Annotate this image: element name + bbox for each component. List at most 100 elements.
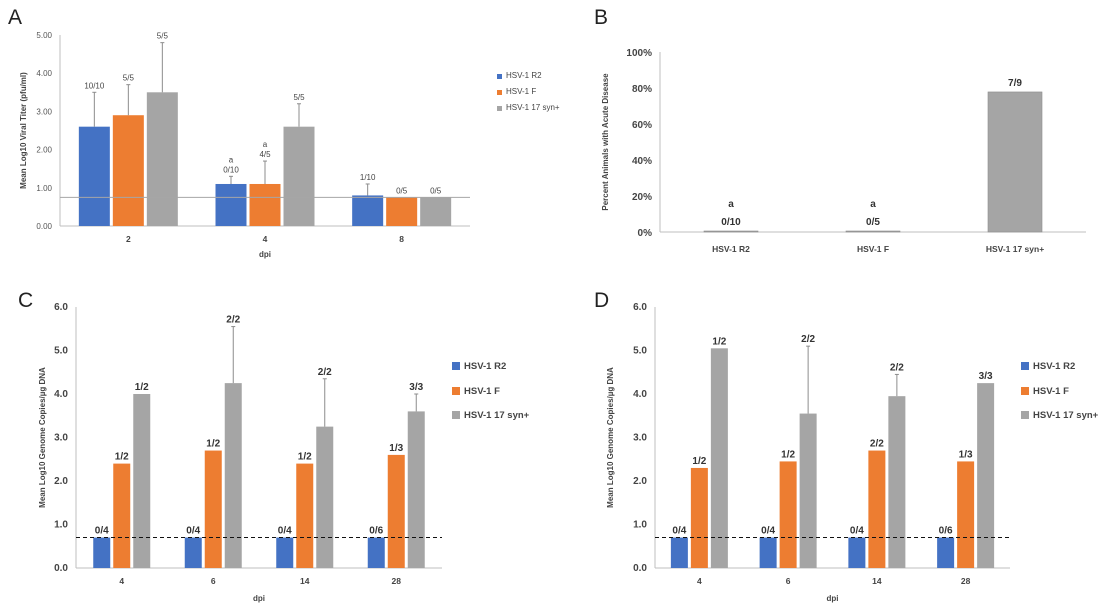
panel-c-bar-hsv-1-r2-dpi-14: [276, 537, 294, 568]
panel-d-bar-hsv-1-f-dpi-4: [690, 467, 708, 568]
panel-a-data-label: 0/5: [396, 186, 408, 195]
panel-c-ytick-label: 5.0: [54, 346, 68, 357]
panel-a-bar-hsv-1-r2-dpi-4: [215, 183, 247, 226]
panel-c-ytick-label: 6.0: [54, 302, 68, 313]
panel-a-data-label: 5/5: [123, 74, 135, 83]
panel-d-x-axis-title: dpi: [827, 594, 839, 603]
panel-c-legend-label-hsv-1-17-syn: HSV-1 17 syn+: [464, 410, 530, 421]
panel-d-ytick-label: 0.0: [633, 563, 647, 574]
panel-c-x-axis-title: dpi: [253, 594, 265, 603]
panel-c-data-label: 2/2: [226, 315, 240, 326]
panel-c-data-label: 1/3: [389, 443, 403, 454]
panel-b-data-label: 0/5: [866, 217, 880, 228]
panel-d-bar-hsv-1-f-dpi-6: [779, 461, 797, 568]
panel-a-ytick-label: 4.00: [36, 69, 52, 78]
panel-a-legend-swatch-hsv-1-r2: [497, 74, 502, 79]
panel-a-legend-label-hsv-1-r2: HSV-1 R2: [506, 71, 542, 80]
panel-d-data-label: 1/3: [959, 449, 973, 460]
panel-a-xtick-label: 2: [126, 234, 131, 244]
panel-a-data-label: 5/5: [293, 93, 305, 102]
panel-a-legend-swatch-hsv-1-f: [497, 90, 502, 95]
panel-c-y-axis-title: Mean Log10 Genome Copies/µg DNA: [38, 367, 47, 508]
panel-c-ytick-label: 3.0: [54, 433, 68, 444]
panel-a-data-label: 5/5: [157, 32, 169, 41]
panel-d-bar-hsv-1-r2-dpi-4: [670, 537, 688, 568]
panel-c-data-label: 0/4: [186, 526, 200, 537]
panel-a-chart: 0.00 1.00 2.00 3.00 4.00 5.00 Mean Log10 Viral…: [19, 31, 560, 259]
panel-c-bar-hsv-1-r2-dpi-28: [367, 537, 385, 568]
panel-d-bar-hsv-1-f-dpi-14: [868, 450, 886, 568]
panel-a-legend-label-hsv-1-17-syn: HSV-1 17 syn+: [506, 103, 560, 112]
panel-a-x-axis-title: dpi: [259, 250, 271, 259]
panel-d-data-label: 1/2: [692, 456, 706, 467]
panel-b-chart: 0% 20% 40% 60% 80% 100% Percent Animals with A…: [601, 48, 1086, 254]
panel-c-legend-swatch-hsv-1-r2: [452, 362, 460, 370]
panel-a-ytick-label: 3.00: [36, 107, 52, 116]
panel-a-data-label: 0/5: [430, 186, 442, 195]
panel-d-data-label: 1/2: [712, 336, 726, 347]
panel-c-bar-hsv-1-f-dpi-28: [387, 454, 405, 568]
panel-a-bar-hsv-1-17-syn-dpi-8: [420, 197, 452, 226]
panel-a-y-axis-title: Mean Log10 Viral Titer (pfu/ml): [19, 72, 28, 189]
panel-d-legend-swatch-hsv-1-f: [1021, 387, 1029, 395]
panel-a-bar-hsv-1-f-dpi-2: [112, 115, 144, 226]
panel-c-bar-hsv-1-17-syn-dpi-14: [316, 426, 334, 568]
panel-c-bar-hsv-1-f-dpi-4: [113, 463, 131, 568]
panel-d-xtick-label: 4: [697, 576, 702, 586]
panel-a-bar-hsv-1-f-dpi-4: [249, 183, 281, 226]
panel-d-legend-swatch-hsv-1-17-syn: [1021, 411, 1029, 419]
panel-d-ytick-label: 2.0: [633, 476, 647, 487]
panel-b-bar-hsv-1-r2: [703, 230, 759, 233]
panel-a-bar-hsv-1-17-syn-dpi-2: [146, 92, 178, 226]
panel-b-bar-hsv-1-17-syn: [987, 91, 1043, 233]
panel-c-legend-label-hsv-1-r2: HSV-1 R2: [464, 361, 506, 372]
panel-d-ytick-label: 6.0: [633, 302, 647, 313]
panel-a-xtick-label: 8: [399, 234, 404, 244]
panel-c-xtick-label: 4: [119, 576, 124, 586]
panel-c-data-label: 1/2: [206, 439, 220, 450]
panel-b-significance-mark: a: [728, 199, 734, 210]
panel-d-legend-swatch-hsv-1-r2: [1021, 362, 1029, 370]
panel-a-data-label: 1/10: [360, 173, 376, 182]
panel-d-xtick-label: 28: [961, 576, 971, 586]
panel-c-data-label: 0/4: [95, 526, 109, 537]
panel-d-bar-hsv-1-17-syn-dpi-28: [977, 383, 995, 568]
panel-c-bar-hsv-1-17-syn-dpi-28: [407, 411, 425, 568]
panel-b-data-label: 0/10: [721, 217, 741, 228]
panel-c-ytick-label: 2.0: [54, 476, 68, 487]
panel-d-data-label: 1/2: [781, 449, 795, 460]
panel-b-significance-mark: a: [870, 199, 876, 210]
panel-b-xtick-label: HSV-1 F: [857, 244, 889, 254]
panel-c-bar-hsv-1-17-syn-dpi-6: [224, 383, 242, 568]
panel-c-bar-hsv-1-17-syn-dpi-4: [133, 394, 151, 568]
panel-a-data-label: 10/10: [84, 81, 105, 90]
panel-a-legend-label-hsv-1-f: HSV-1 F: [506, 87, 536, 96]
panel-letter-d: D: [594, 289, 609, 312]
panel-c-data-label: 2/2: [318, 367, 332, 378]
panel-d-xtick-label: 6: [786, 576, 791, 586]
panel-c-xtick-label: 14: [300, 576, 310, 586]
panel-b-bar-hsv-1-f: [845, 230, 901, 233]
panel-c-bar-hsv-1-f-dpi-6: [204, 450, 222, 568]
panel-d-data-label: 0/4: [672, 526, 686, 537]
panel-d-legend-label-hsv-1-f: HSV-1 F: [1033, 386, 1069, 397]
panel-b-ytick-label: 100%: [626, 48, 652, 59]
panel-c-legend-label-hsv-1-f: HSV-1 F: [464, 386, 500, 397]
panel-c-data-label: 1/2: [135, 382, 149, 393]
panel-c-data-label: 0/6: [369, 526, 383, 537]
panel-letter-b: B: [594, 6, 608, 29]
panel-a-xtick-label: 4: [263, 234, 268, 244]
panel-c-chart: 0.0 1.0 2.0 3.0 4.0 5.0 6.0 Mean Log10 Genome C…: [38, 302, 530, 603]
panel-b-data-label: 7/9: [1008, 78, 1022, 89]
panel-d-bar-hsv-1-r2-dpi-28: [937, 537, 955, 568]
panel-a-ytick-label: 0.00: [36, 222, 52, 231]
panel-d-data-label: 3/3: [979, 371, 993, 382]
panel-c-bar-hsv-1-r2-dpi-4: [93, 537, 111, 568]
panel-a-significance-mark: a: [263, 140, 268, 149]
panel-b-xtick-label: HSV-1 R2: [712, 244, 750, 254]
panel-d-bar-hsv-1-r2-dpi-14: [848, 537, 866, 568]
panel-a-bar-hsv-1-r2-dpi-8: [352, 195, 384, 226]
panel-c-data-label: 0/4: [278, 526, 292, 537]
panel-a-ytick-label: 1.00: [36, 184, 52, 193]
panel-d-data-label: 2/2: [801, 334, 815, 345]
